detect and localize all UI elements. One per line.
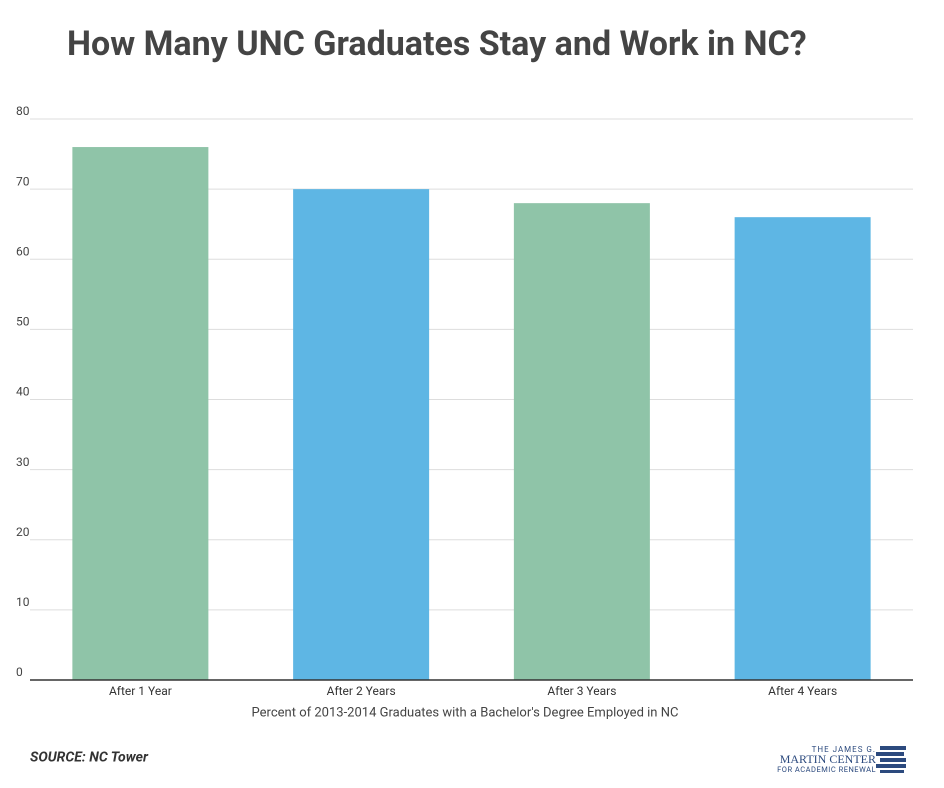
y-tick-label: 60 [16, 244, 30, 258]
x-tick-label: After 2 Years [327, 684, 396, 698]
logo-line: FOR ACADEMIC RENEWAL [777, 765, 876, 774]
y-tick-label: 10 [16, 595, 30, 609]
y-tick-label: 0 [16, 665, 23, 679]
x-tick-label: After 4 Years [768, 684, 837, 698]
bar [734, 217, 871, 681]
x-tick-label: After 1 Year [109, 684, 172, 698]
y-tick-label: 50 [16, 315, 30, 329]
x-tick-label: After 3 Years [547, 684, 616, 698]
logo-line: MARTIN CENTER [780, 752, 876, 766]
y-tick-label: 20 [16, 525, 30, 539]
y-tick-label: 80 [16, 104, 30, 118]
y-tick-label: 30 [16, 455, 30, 469]
bar [293, 189, 430, 680]
logo-line: THE JAMES G. [812, 745, 876, 754]
x-axis-label: Percent of 2013-2014 Graduates with a Ba… [252, 705, 679, 720]
logo-icon [876, 746, 906, 773]
y-tick-label: 40 [16, 385, 30, 399]
chart-title: How Many UNC Graduates Stay and Work in … [67, 24, 807, 64]
bar [513, 203, 650, 680]
source: SOURCE: NC Tower [30, 750, 149, 766]
y-tick-label: 70 [16, 174, 30, 188]
bar [72, 147, 209, 681]
